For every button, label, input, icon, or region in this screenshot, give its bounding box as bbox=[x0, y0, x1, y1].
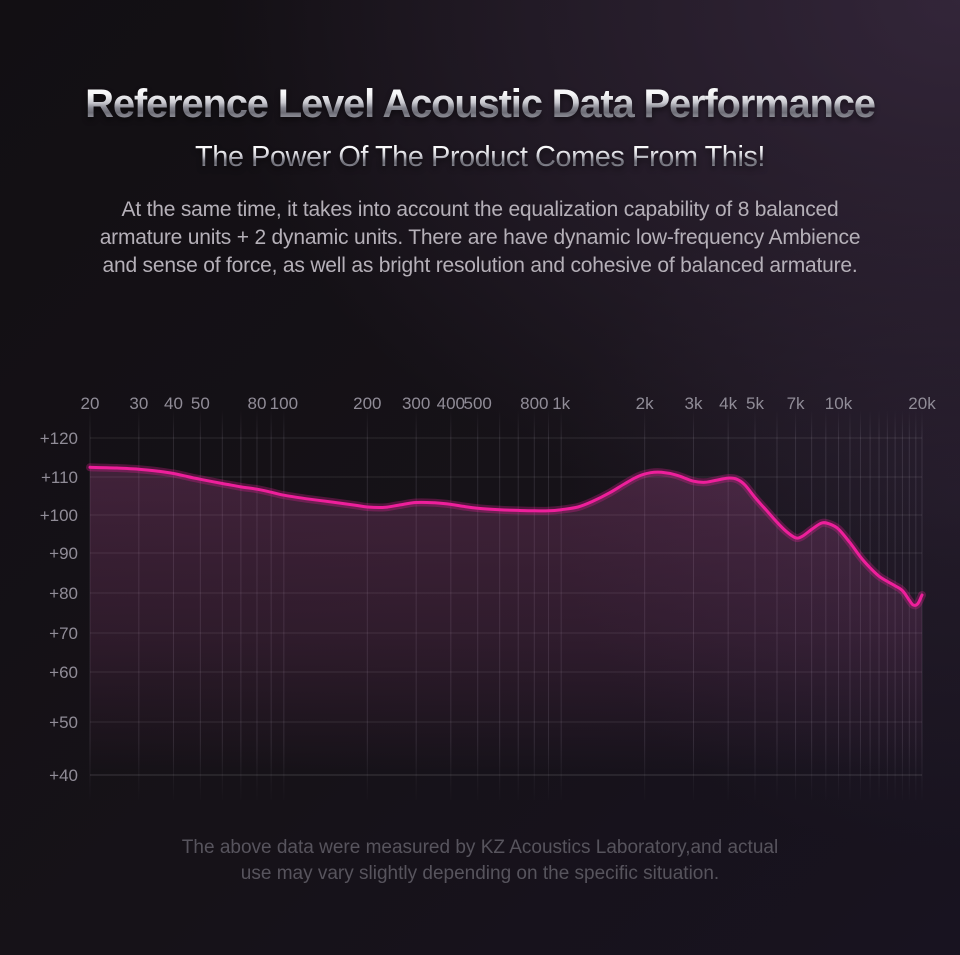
x-tick-label: 500 bbox=[464, 394, 492, 413]
x-tick-label: 1k bbox=[552, 394, 570, 413]
x-tick-label: 2k bbox=[636, 394, 654, 413]
x-tick-label: 40 bbox=[164, 394, 183, 413]
y-tick-label: +70 bbox=[49, 624, 78, 643]
x-tick-label: 200 bbox=[353, 394, 381, 413]
intro-paragraph: At the same time, it takes into account … bbox=[99, 198, 861, 277]
x-tick-label: 50 bbox=[191, 394, 210, 413]
x-tick-label: 5k bbox=[746, 394, 764, 413]
y-axis-labels: +120 +110 +100 +90 +80 +70 +60 +50 +40 bbox=[40, 429, 78, 785]
page-title: Reference Level Acoustic Data Performanc… bbox=[0, 82, 960, 127]
y-tick-label: +50 bbox=[49, 713, 78, 732]
footer-note: The above data were measured by KZ Acous… bbox=[181, 837, 779, 884]
y-tick-label: +60 bbox=[49, 663, 78, 682]
page-subtitle: The Power Of The Product Comes From This… bbox=[0, 141, 960, 174]
y-tick-label: +90 bbox=[49, 544, 78, 563]
response-curve bbox=[88, 465, 924, 607]
x-tick-label: 4k bbox=[719, 394, 737, 413]
y-tick-label: +120 bbox=[40, 429, 78, 448]
x-tick-label: 20 bbox=[81, 394, 100, 413]
x-tick-label: 100 bbox=[270, 394, 298, 413]
x-tick-label: 800 bbox=[520, 394, 548, 413]
x-tick-label: 10k bbox=[825, 394, 853, 413]
x-tick-label: 400 bbox=[437, 394, 465, 413]
response-area-fill bbox=[90, 467, 922, 790]
x-tick-label: 300 bbox=[402, 394, 430, 413]
x-tick-label: 30 bbox=[129, 394, 148, 413]
y-tick-label: +100 bbox=[40, 506, 78, 525]
x-tick-label: 80 bbox=[248, 394, 267, 413]
y-tick-label: +40 bbox=[49, 766, 78, 785]
y-tick-label: +80 bbox=[49, 584, 78, 603]
x-tick-label: 20k bbox=[908, 394, 936, 413]
x-tick-label: 3k bbox=[685, 394, 703, 413]
x-tick-label: 7k bbox=[787, 394, 805, 413]
y-tick-label: +110 bbox=[41, 468, 78, 487]
